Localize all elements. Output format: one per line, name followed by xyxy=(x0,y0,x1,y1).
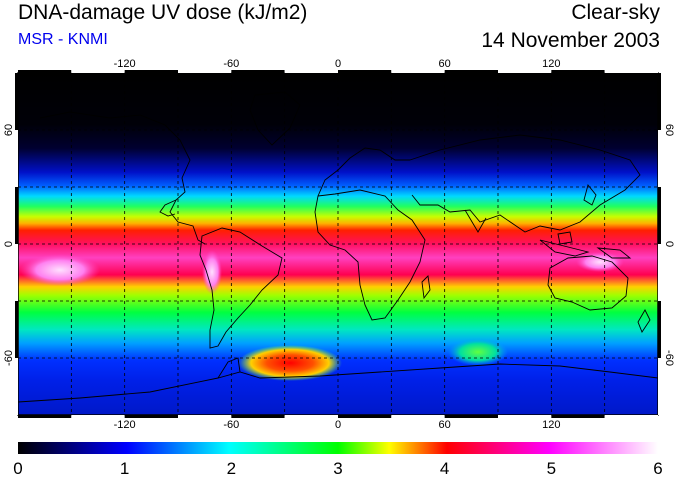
colorbar xyxy=(18,442,658,454)
colorbar-tick-labels: 0 1 2 3 4 5 6 xyxy=(13,459,662,478)
lat-tick-labels-right: 60 0 -60 xyxy=(663,124,675,366)
frame-bar-bottom xyxy=(551,415,605,418)
colorbar-tick-label: 4 xyxy=(440,459,449,478)
frame-bar-bottom xyxy=(18,415,72,418)
frame-bar-top xyxy=(124,70,178,73)
colorbar-tick-label: 0 xyxy=(13,459,22,478)
colorbar-tick-label: 3 xyxy=(333,459,342,478)
frame-bar-bottom xyxy=(71,415,125,418)
lon-tick-labels-bottom: -120 -60 0 60 120 xyxy=(114,419,561,431)
colorbar-tick-label: 2 xyxy=(227,459,236,478)
frame-tick-bars xyxy=(15,70,661,418)
frame-bar-right xyxy=(658,358,661,415)
colorbar-tick-label: 1 xyxy=(120,459,129,478)
coastlines xyxy=(18,91,658,403)
graticule xyxy=(18,73,658,415)
coast-new-guinea xyxy=(596,247,632,259)
frame-bar-left xyxy=(15,73,18,130)
lon-tick-label: 60 xyxy=(439,419,451,431)
frame-bar-top xyxy=(178,70,232,73)
lon-tick-label: 0 xyxy=(335,58,341,70)
lat-tick-label: 0 xyxy=(663,241,675,247)
uv-anomalies xyxy=(20,250,624,381)
lon-tick-label: 120 xyxy=(542,419,560,431)
lon-tick-labels-top: -120 -60 0 60 120 xyxy=(114,58,561,70)
lat-tick-label: 60 xyxy=(663,124,675,136)
coast-north-america xyxy=(39,111,206,245)
frame-bar-top xyxy=(18,70,72,73)
lon-tick-label: -60 xyxy=(223,58,239,70)
map-title: DNA-damage UV dose (kJ/m2) xyxy=(18,1,308,24)
australia-max-uv-region xyxy=(576,252,624,272)
lon-tick-label: -60 xyxy=(223,419,239,431)
sky-condition-label: Clear-sky xyxy=(571,1,660,24)
lat-tick-label: -60 xyxy=(3,350,15,366)
frame-bar-left xyxy=(15,130,18,187)
coast-borneo xyxy=(557,231,573,245)
coast-antarctica xyxy=(18,363,658,403)
coast-asia xyxy=(409,134,641,233)
frame-bar-right xyxy=(658,73,661,130)
andes-max-uv-region xyxy=(202,250,222,294)
frame-bar-bottom xyxy=(338,415,392,418)
lat-tick-label: 0 xyxy=(3,241,15,247)
frame-bar-bottom xyxy=(444,415,498,418)
antarctic-high-uv-region xyxy=(238,345,342,381)
coast-greenland xyxy=(249,91,301,146)
coast-indonesia xyxy=(539,239,590,257)
frame-bar-top xyxy=(391,70,445,73)
frame-bar-right xyxy=(658,244,661,301)
colorbar-tick-label: 5 xyxy=(547,459,556,478)
lat-tick-labels-left: 60 0 -60 xyxy=(3,124,15,366)
frame-bar-bottom xyxy=(498,415,552,418)
lon-tick-label: -120 xyxy=(114,419,136,431)
lon-tick-label: 0 xyxy=(335,419,341,431)
coast-europe xyxy=(317,147,410,197)
lat-tick-label: -60 xyxy=(663,350,675,366)
pacific-max-uv-region xyxy=(20,254,100,286)
source-label: MSR - KNMI xyxy=(18,31,108,48)
frame-bar-left xyxy=(15,301,18,358)
frame-bar-right xyxy=(658,130,661,187)
coast-madagascar xyxy=(421,275,431,300)
frame-bar-top xyxy=(338,70,392,73)
coast-gulf-of-mexico xyxy=(159,199,177,217)
lat-tick-label: 60 xyxy=(3,124,15,136)
coast-australia xyxy=(547,255,629,311)
frame-bar-top xyxy=(444,70,498,73)
frame-bar-bottom xyxy=(391,415,445,418)
frame-bar-right xyxy=(658,187,661,244)
frame-bar-left xyxy=(15,358,18,415)
coast-new-zealand xyxy=(637,309,651,333)
lon-tick-label: -120 xyxy=(114,58,136,70)
coast-india xyxy=(464,209,487,233)
frame-bar-top xyxy=(551,70,605,73)
frame-bar-top xyxy=(284,70,338,73)
frame-bar-bottom xyxy=(178,415,232,418)
frame-bar-top xyxy=(498,70,552,73)
antarctic-secondary-uv-region xyxy=(448,338,508,366)
lon-tick-label: 60 xyxy=(439,58,451,70)
frame-bar-top xyxy=(71,70,125,73)
frame-bar-bottom xyxy=(124,415,178,418)
frame-bar-bottom xyxy=(231,415,285,418)
frame-bar-top xyxy=(604,70,658,73)
date-label: 14 November 2003 xyxy=(481,29,660,52)
frame-bar-right xyxy=(658,301,661,358)
frame-bar-bottom xyxy=(604,415,658,418)
colorbar-tick-label: 6 xyxy=(653,459,662,478)
frame-bar-top xyxy=(231,70,285,73)
frame-bar-left xyxy=(15,244,18,301)
coast-antarctic-peninsula xyxy=(217,357,241,379)
lon-tick-label: 120 xyxy=(542,58,560,70)
frame-bar-bottom xyxy=(284,415,338,418)
coast-japan xyxy=(583,184,597,206)
frame-bar-left xyxy=(15,187,18,244)
